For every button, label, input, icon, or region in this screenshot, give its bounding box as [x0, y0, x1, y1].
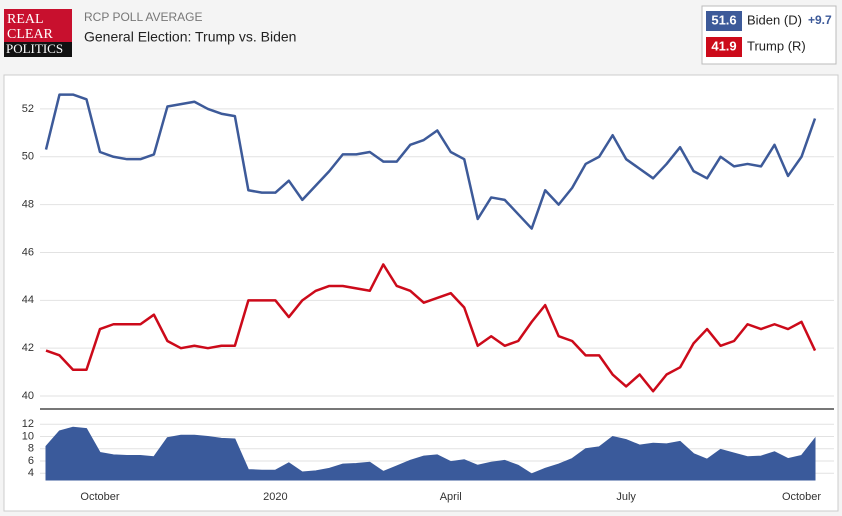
y-tick-label: 48 — [22, 199, 34, 211]
legend-value: 51.6 — [711, 12, 736, 27]
y-tick-label: 6 — [28, 455, 34, 467]
logo-text: CLEAR — [7, 27, 54, 42]
legend-value: 41.9 — [711, 38, 736, 53]
logo-text: POLITICS — [6, 41, 63, 56]
legend-swatch — [706, 11, 742, 31]
y-tick-label: 40 — [22, 390, 34, 402]
x-tick-label: October — [80, 491, 119, 503]
logo-bar — [4, 42, 72, 57]
x-tick-label: October — [782, 491, 821, 503]
y-tick-label: 10 — [22, 430, 34, 442]
y-tick-label: 46 — [22, 246, 34, 258]
y-tick-label: 42 — [22, 342, 34, 354]
y-tick-label: 52 — [22, 103, 34, 115]
series-line — [45, 263, 817, 393]
series-line — [44, 93, 817, 230]
logo-text: REAL — [7, 12, 44, 27]
legend-swatch — [706, 37, 742, 57]
spread-area — [45, 426, 816, 481]
y-tick-label: 44 — [22, 294, 34, 306]
y-tick-label: 50 — [22, 151, 34, 163]
y-tick-label: 12 — [22, 418, 34, 430]
legend-lead: +9.7 — [808, 13, 832, 27]
x-tick-label: July — [616, 491, 636, 503]
chart-subtitle: RCP POLL AVERAGE — [84, 10, 203, 24]
x-tick-label: April — [440, 491, 462, 503]
legend-label: Trump (R) — [747, 38, 806, 53]
x-tick-label: 2020 — [263, 491, 287, 503]
chart-title: General Election: Trump vs. Biden — [84, 29, 296, 45]
plot-frame — [3, 74, 839, 512]
y-tick-label: 4 — [28, 467, 34, 479]
legend-label: Biden (D) — [747, 12, 802, 27]
y-tick-label: 8 — [28, 443, 34, 455]
